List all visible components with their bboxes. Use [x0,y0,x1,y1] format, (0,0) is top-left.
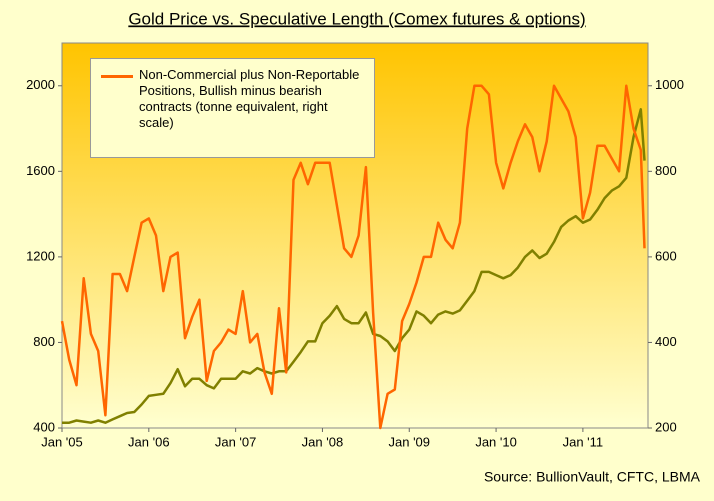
x-tick-label: Jan '11 [563,434,604,449]
x-tick-label: Jan '07 [215,434,257,449]
y-tick-label: 800 [33,334,55,349]
y-tick-label: 1200 [26,248,55,263]
y-tick-label: 1600 [26,163,55,178]
y-tick-label: 400 [33,419,55,434]
y2-tick-label: 600 [655,248,677,263]
series-line [62,108,646,424]
y2-tick-label: 1000 [655,77,684,92]
y2-tick-label: 400 [655,334,677,349]
series-line [60,84,646,430]
chart-title: Gold Price vs. Speculative Length (Comex… [128,9,585,28]
y2-tick-label: 200 [655,419,677,434]
legend: Non-Commercial plus Non-Reportable Posit… [90,58,375,158]
legend-text: Non-Commercial plus Non-Reportable Posit… [139,67,360,130]
legend-swatch [101,75,133,78]
x-tick-label: Jan '05 [41,434,83,449]
x-tick-label: Jan '10 [475,434,517,449]
x-tick-label: Jan '08 [302,434,344,449]
source: Source: BullionVault, CFTC, LBMA [484,469,701,485]
y2-tick-label: 800 [655,163,677,178]
x-tick-label: Jan '06 [128,434,170,449]
y-tick-label: 2000 [26,77,55,92]
x-tick-label: Jan '09 [389,434,431,449]
